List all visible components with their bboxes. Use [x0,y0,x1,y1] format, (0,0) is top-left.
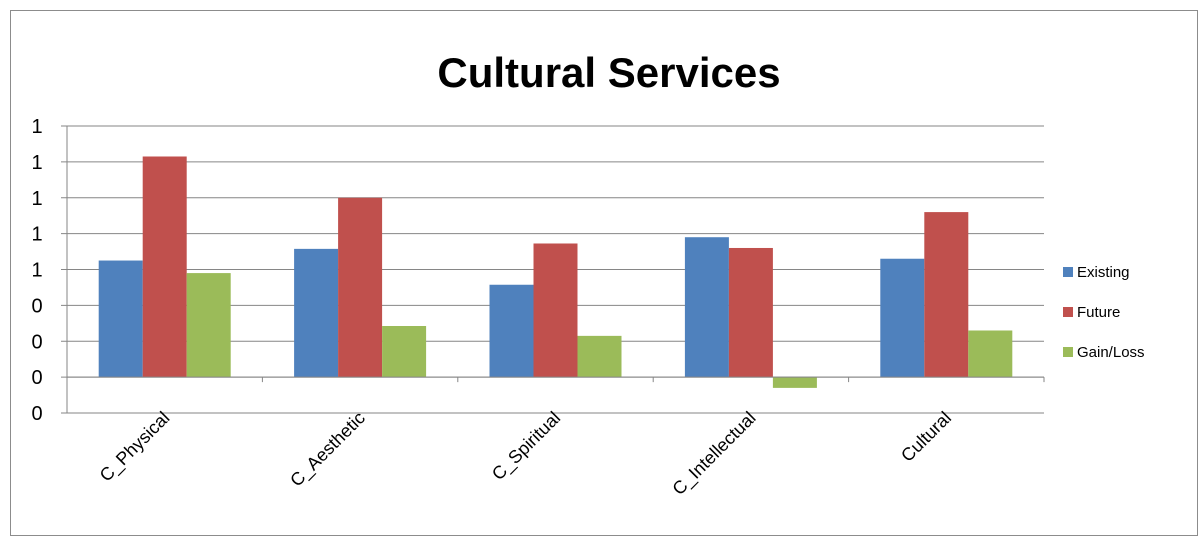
y-tick-label: 0 [31,331,42,353]
legend-swatch [1063,267,1073,277]
legend: Existing Future Gain/Loss [1063,264,1145,361]
legend-swatch [1063,307,1073,317]
y-tick-label: 1 [31,224,42,246]
chart-title: Cultural Services [437,49,780,96]
y-tick-label: 0 [31,403,42,425]
bar-future [533,243,578,378]
legend-label: Gain/Loss [1077,344,1145,361]
bar-future [924,212,969,378]
bar-existing [98,260,143,378]
bar-future [338,197,383,378]
x-axis-labels: C_Physical C_Aesthetic C_Spiritual C_Intell… [96,408,955,500]
x-category-label: C_Aesthetic [286,408,369,491]
bar-gain-loss [382,326,427,378]
bar-gain-loss [968,330,1013,378]
y-tick-label: 1 [31,116,42,138]
bar-existing [684,237,729,378]
axes [66,126,1045,413]
bar-gain-loss [772,377,817,388]
y-axis-ticks: 0 0 0 0 1 1 1 1 1 [31,116,67,425]
x-category-label: C_Spiritual [488,408,565,485]
x-category-label: C_Intellectual [668,408,760,500]
bar-existing [294,248,339,378]
legend-swatch [1063,347,1073,357]
y-tick-label: 0 [31,367,42,389]
bar-future [728,247,773,378]
bar-gain-loss [577,335,622,378]
y-tick-label: 1 [31,152,42,174]
bar-existing [489,284,534,378]
legend-label: Existing [1077,264,1130,281]
y-tick-label: 0 [31,295,42,317]
bar-gain-loss [186,273,231,378]
bar-future [142,156,187,378]
bar-existing [880,258,925,378]
y-tick-label: 1 [31,188,42,210]
legend-label: Future [1077,304,1120,321]
bars [98,156,1013,388]
y-tick-label: 1 [31,260,42,282]
x-category-label: Cultural [897,408,955,466]
x-category-label: C_Physical [96,408,175,487]
